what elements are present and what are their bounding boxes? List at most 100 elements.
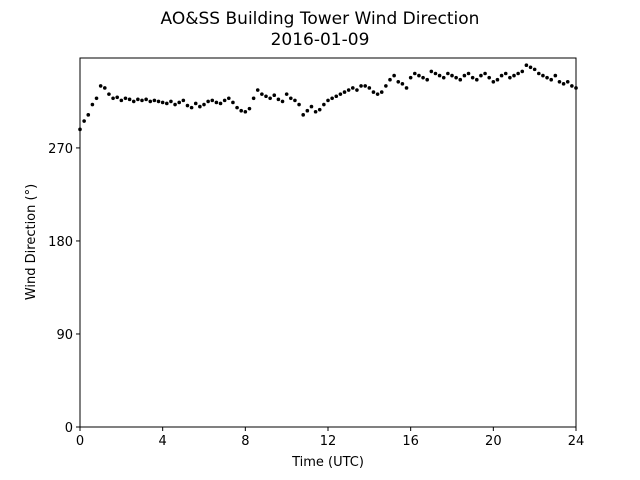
- y-tick-label: 180: [48, 235, 73, 250]
- point: [458, 77, 463, 82]
- y-axis-label: Wind Direction (°): [24, 184, 39, 300]
- point: [417, 73, 421, 78]
- point: [268, 96, 272, 101]
- point: [512, 73, 516, 78]
- point: [375, 92, 380, 96]
- point: [156, 99, 161, 104]
- point: [355, 88, 359, 92]
- point: [173, 102, 177, 107]
- point: [169, 99, 173, 104]
- point: [152, 98, 157, 103]
- point: [123, 96, 128, 101]
- point: [243, 109, 248, 114]
- point: [408, 75, 413, 80]
- point: [210, 98, 215, 103]
- point: [334, 94, 339, 99]
- x-tick-label: 4: [159, 434, 167, 449]
- point: [483, 71, 487, 76]
- point: [557, 79, 562, 84]
- point: [309, 104, 314, 109]
- point: [491, 79, 496, 84]
- point: [272, 93, 277, 98]
- y-tick-label: 0: [65, 421, 73, 436]
- point: [487, 75, 492, 80]
- point: [317, 107, 322, 112]
- plot-frame: [79, 57, 577, 428]
- point: [549, 77, 553, 82]
- point: [413, 71, 417, 76]
- point: [433, 71, 438, 76]
- point: [231, 100, 235, 105]
- point: [359, 84, 363, 88]
- point: [82, 119, 86, 123]
- point: [363, 84, 368, 88]
- point: [260, 92, 264, 96]
- point: [379, 90, 384, 94]
- x-tick-label: 0: [76, 434, 84, 449]
- point: [520, 69, 525, 74]
- point: [338, 92, 343, 96]
- point: [280, 99, 285, 104]
- point: [90, 102, 95, 107]
- chart-title: AO&SS Building Tower Wind Direction: [161, 9, 480, 29]
- point: [400, 82, 405, 86]
- x-tick-label: 16: [402, 434, 419, 449]
- point: [160, 100, 165, 105]
- point: [107, 92, 111, 96]
- point: [330, 96, 334, 101]
- point: [574, 86, 578, 90]
- point: [342, 90, 347, 94]
- point: [425, 77, 430, 82]
- point: [305, 108, 310, 113]
- point: [140, 98, 144, 103]
- point: [193, 101, 198, 106]
- point: [86, 113, 91, 117]
- point: [322, 102, 326, 107]
- point: [185, 103, 190, 108]
- point: [346, 88, 351, 92]
- point: [470, 75, 475, 80]
- x-tick-label: 24: [568, 434, 585, 449]
- point: [165, 101, 169, 106]
- x-tick-label: 8: [241, 434, 249, 449]
- y-tick-label: 90: [56, 328, 73, 343]
- point: [367, 86, 372, 90]
- point: [264, 94, 268, 99]
- point: [177, 100, 181, 105]
- point: [437, 73, 442, 78]
- point: [247, 106, 252, 111]
- point: [202, 102, 206, 107]
- point: [131, 99, 136, 104]
- point: [218, 101, 223, 106]
- point: [127, 97, 132, 102]
- point: [351, 86, 355, 90]
- point: [371, 90, 376, 94]
- point: [553, 73, 558, 78]
- point: [388, 77, 392, 82]
- point: [189, 105, 194, 110]
- point: [227, 96, 231, 101]
- point: [144, 97, 148, 102]
- point: [136, 97, 140, 102]
- point: [326, 98, 330, 103]
- point: [115, 95, 119, 100]
- point: [235, 105, 239, 110]
- point: [561, 82, 566, 86]
- point: [78, 127, 82, 132]
- point: [293, 98, 297, 103]
- point: [475, 77, 479, 82]
- point: [239, 108, 243, 113]
- point: [396, 79, 401, 84]
- point: [503, 71, 508, 76]
- point: [524, 63, 529, 68]
- point: [537, 71, 541, 76]
- point: [98, 84, 103, 88]
- point: [214, 100, 219, 105]
- point: [495, 77, 500, 82]
- point: [301, 113, 306, 117]
- point: [148, 99, 153, 104]
- point: [103, 86, 107, 90]
- chart-subtitle: 2016-01-09: [271, 30, 370, 50]
- point: [441, 75, 446, 80]
- point: [198, 104, 202, 109]
